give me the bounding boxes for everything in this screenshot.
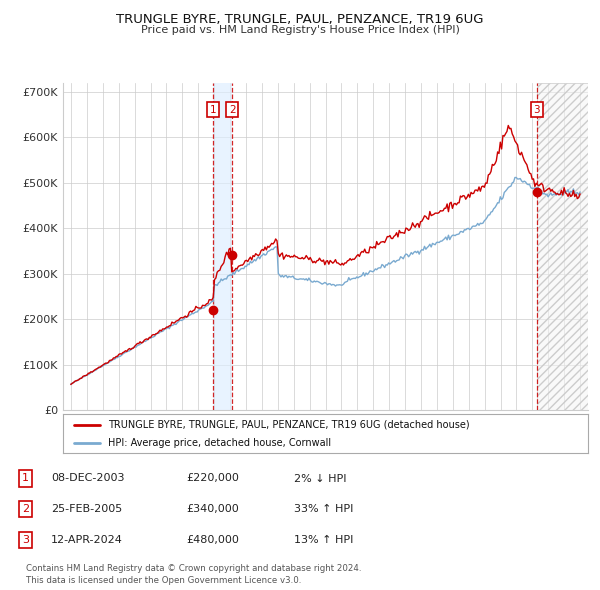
Bar (537, 83, 588, 410)
Text: TRUNGLE BYRE, TRUNGLE, PAUL, PENZANCE, TR19 6UG (detached house): TRUNGLE BYRE, TRUNGLE, PAUL, PENZANCE, T… (107, 420, 469, 430)
Text: 2: 2 (22, 504, 29, 514)
Text: 3: 3 (533, 105, 540, 115)
Text: 2: 2 (229, 105, 236, 115)
Text: Price paid vs. HM Land Registry's House Price Index (HPI): Price paid vs. HM Land Registry's House … (140, 25, 460, 35)
Text: 2% ↓ HPI: 2% ↓ HPI (294, 474, 347, 483)
Text: 1: 1 (210, 105, 217, 115)
Bar (213, 83, 232, 410)
Text: £340,000: £340,000 (186, 504, 239, 514)
Text: 08-DEC-2003: 08-DEC-2003 (51, 474, 125, 483)
Text: 33% ↑ HPI: 33% ↑ HPI (294, 504, 353, 514)
Text: 12-APR-2024: 12-APR-2024 (51, 535, 123, 545)
Text: 25-FEB-2005: 25-FEB-2005 (51, 504, 122, 514)
Text: 1: 1 (22, 474, 29, 483)
Text: Contains HM Land Registry data © Crown copyright and database right 2024.
This d: Contains HM Land Registry data © Crown c… (26, 565, 361, 585)
Text: £220,000: £220,000 (186, 474, 239, 483)
Text: 3: 3 (22, 535, 29, 545)
Text: 13% ↑ HPI: 13% ↑ HPI (294, 535, 353, 545)
Text: TRUNGLE BYRE, TRUNGLE, PAUL, PENZANCE, TR19 6UG: TRUNGLE BYRE, TRUNGLE, PAUL, PENZANCE, T… (116, 13, 484, 26)
Text: £480,000: £480,000 (186, 535, 239, 545)
Bar (537, 83, 588, 410)
Bar (537, 83, 588, 410)
Text: HPI: Average price, detached house, Cornwall: HPI: Average price, detached house, Corn… (107, 438, 331, 448)
